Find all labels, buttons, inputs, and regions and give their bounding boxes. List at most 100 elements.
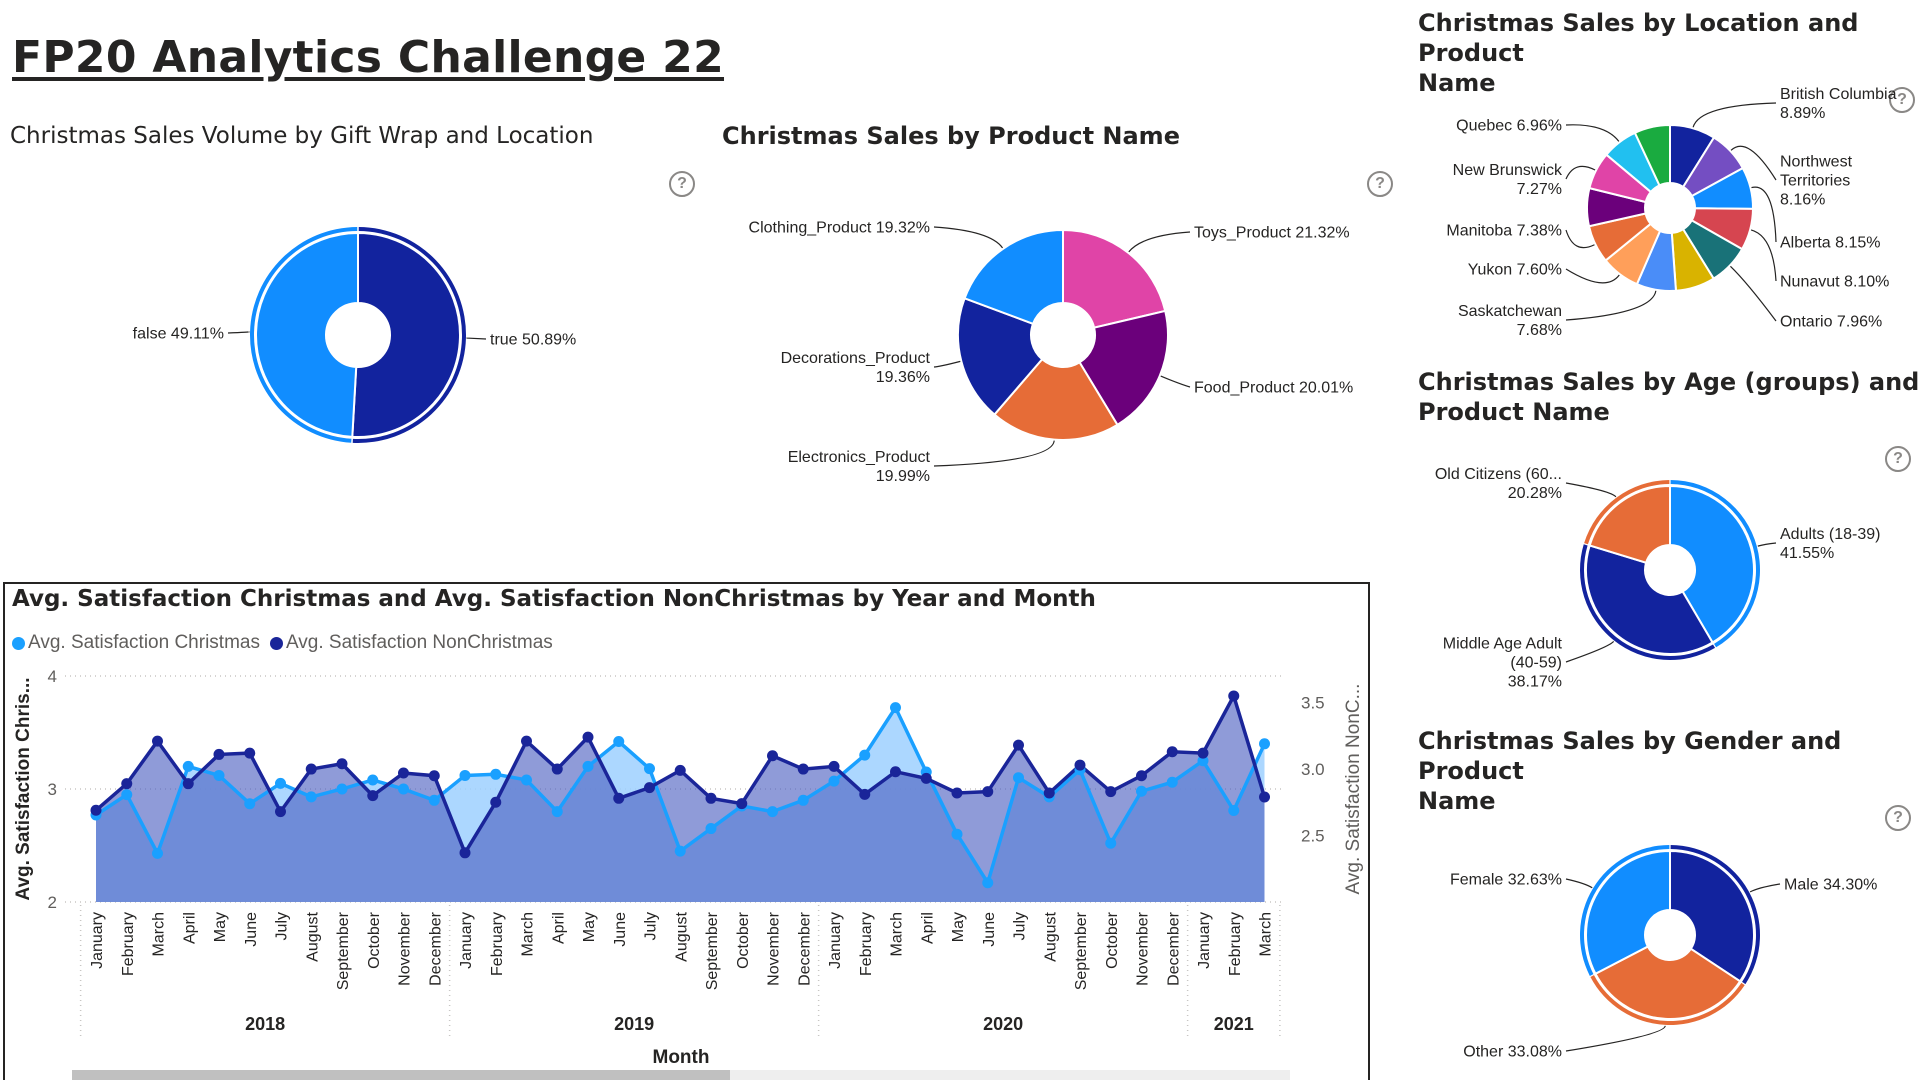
data-point-nonchristmas[interactable] (305, 763, 317, 775)
data-point-nonchristmas[interactable] (213, 748, 225, 760)
data-point-christmas[interactable] (1259, 738, 1270, 750)
leader-line (1565, 290, 1657, 321)
data-point-christmas[interactable] (1136, 785, 1147, 797)
data-point-nonchristmas[interactable] (828, 760, 840, 772)
x-axis-month-label: November (1135, 911, 1152, 985)
data-point-christmas[interactable] (951, 828, 963, 840)
data-point-nonchristmas[interactable] (1043, 787, 1055, 799)
legend-item-christmas[interactable]: Avg. Satisfaction Christmas (12, 632, 260, 654)
data-point-christmas[interactable] (828, 775, 840, 787)
x-axis-month-label: April (919, 912, 936, 944)
data-point-christmas[interactable] (982, 877, 994, 889)
data-point-christmas[interactable] (767, 806, 778, 818)
data-point-nonchristmas[interactable] (1105, 786, 1117, 798)
data-point-christmas[interactable] (152, 847, 163, 859)
data-point-nonchristmas[interactable] (90, 804, 102, 816)
data-point-nonchristmas[interactable] (767, 750, 778, 762)
data-point-christmas[interactable] (367, 774, 379, 786)
data-point-nonchristmas[interactable] (674, 764, 686, 776)
data-point-nonchristmas[interactable] (490, 796, 502, 808)
data-point-christmas[interactable] (428, 794, 440, 806)
data-point-christmas[interactable] (1013, 772, 1024, 784)
data-point-christmas[interactable] (582, 760, 594, 772)
data-point-nonchristmas[interactable] (613, 792, 625, 804)
data-point-christmas[interactable] (1166, 776, 1178, 788)
data-point-nonchristmas[interactable] (736, 798, 748, 810)
donut-hole (1645, 910, 1695, 960)
data-point-nonchristmas[interactable] (1136, 770, 1147, 782)
data-point-nonchristmas[interactable] (182, 778, 194, 790)
data-point-christmas[interactable] (1228, 804, 1240, 816)
data-point-nonchristmas[interactable] (1228, 690, 1240, 702)
data-point-nonchristmas[interactable] (705, 792, 717, 804)
data-point-christmas[interactable] (459, 769, 471, 781)
data-point-christmas[interactable] (859, 749, 871, 761)
data-point-nonchristmas[interactable] (121, 778, 133, 790)
data-point-christmas[interactable] (121, 789, 133, 801)
horizontal-scrollbar-thumb[interactable] (72, 1070, 730, 1080)
slice-data-label: Manitoba 7.38% (1446, 223, 1562, 240)
data-point-nonchristmas[interactable] (244, 747, 256, 759)
data-point-nonchristmas[interactable] (1166, 746, 1178, 758)
data-point-nonchristmas[interactable] (582, 731, 594, 743)
data-point-nonchristmas[interactable] (920, 772, 932, 784)
help-icon[interactable]: ? (1367, 171, 1393, 197)
data-point-nonchristmas[interactable] (1013, 739, 1024, 751)
data-point-christmas[interactable] (551, 806, 563, 818)
gender-title-line-2: Name (1418, 787, 1496, 815)
data-point-christmas[interactable] (1197, 755, 1209, 767)
data-point-nonchristmas[interactable] (459, 847, 471, 859)
data-point-christmas[interactable] (644, 763, 655, 775)
data-point-christmas[interactable] (182, 760, 194, 772)
data-point-nonchristmas[interactable] (859, 788, 871, 800)
data-point-nonchristmas[interactable] (551, 763, 563, 775)
y-axis-tick-label: 2 (48, 893, 57, 912)
help-icon[interactable]: ? (1885, 446, 1911, 472)
data-point-christmas[interactable] (305, 791, 317, 803)
data-point-nonchristmas[interactable] (890, 766, 901, 778)
data-point-christmas[interactable] (213, 769, 225, 781)
legend-item-nonchristmas[interactable]: Avg. Satisfaction NonChristmas (269, 632, 553, 654)
help-icon[interactable]: ? (669, 171, 695, 197)
help-icon[interactable]: ? (1889, 87, 1915, 113)
data-point-christmas[interactable] (1105, 837, 1117, 849)
data-point-nonchristmas[interactable] (982, 786, 994, 798)
data-point-christmas[interactable] (521, 774, 532, 786)
data-point-nonchristmas[interactable] (797, 763, 809, 775)
gift-wrap-chart-title: Christmas Sales Volume by Gift Wrap and … (10, 123, 594, 149)
data-point-christmas[interactable] (275, 777, 286, 789)
data-point-nonchristmas[interactable] (644, 782, 655, 794)
leader-line (1128, 231, 1191, 253)
data-point-nonchristmas[interactable] (1074, 759, 1086, 771)
data-point-nonchristmas[interactable] (152, 735, 163, 747)
data-point-christmas[interactable] (613, 736, 625, 748)
data-point-nonchristmas[interactable] (521, 735, 532, 747)
help-icon[interactable]: ? (1885, 805, 1911, 831)
page-title: FP20 Analytics Challenge 22 (12, 32, 725, 83)
x-axis-month-label: September (1073, 911, 1090, 990)
data-point-nonchristmas[interactable] (275, 806, 286, 818)
data-point-nonchristmas[interactable] (367, 790, 379, 802)
data-point-christmas[interactable] (705, 823, 717, 835)
data-point-nonchristmas[interactable] (428, 770, 440, 782)
data-point-christmas[interactable] (490, 768, 502, 780)
data-point-nonchristmas[interactable] (951, 787, 963, 799)
x-axis-month-label: May (581, 912, 598, 942)
data-point-christmas[interactable] (336, 783, 348, 795)
data-point-nonchristmas[interactable] (398, 767, 409, 779)
leader-line (1692, 102, 1777, 128)
donut-slice-clothing-product[interactable] (963, 228, 1064, 326)
data-point-christmas[interactable] (674, 845, 686, 857)
x-axis-month-label: April (550, 912, 567, 944)
donut-slice-other[interactable] (1594, 945, 1742, 1020)
data-point-christmas[interactable] (797, 794, 809, 806)
data-point-christmas[interactable] (890, 702, 901, 714)
data-point-nonchristmas[interactable] (336, 758, 348, 770)
data-point-christmas[interactable] (244, 798, 256, 810)
slice-data-label: Adults (18-39) (1780, 526, 1881, 543)
data-point-nonchristmas[interactable] (1259, 791, 1270, 803)
donut-slice-female[interactable] (1585, 849, 1671, 976)
x-axis-month-label: February (489, 912, 506, 976)
data-point-christmas[interactable] (398, 783, 409, 795)
data-point-nonchristmas[interactable] (1197, 747, 1209, 759)
